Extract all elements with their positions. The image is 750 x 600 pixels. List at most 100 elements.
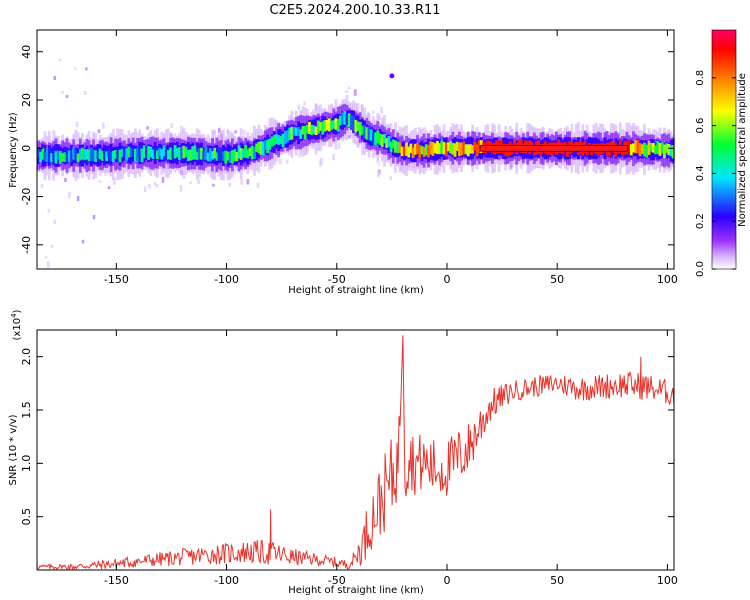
spectrogram-speckle: [377, 163, 381, 166]
spectrogram-cell: [103, 150, 106, 160]
snr-ytick-label: 1.5: [20, 401, 33, 419]
spectrogram-cell: [440, 140, 444, 154]
spectrogram-cell: [464, 144, 468, 155]
spectrogram-cell: [402, 146, 406, 156]
spectrogram-cell: [385, 138, 389, 148]
spectrogram-cell: [301, 126, 305, 135]
spectrogram-ytick-label: 40: [20, 45, 33, 59]
spectrogram-cell: [305, 124, 309, 134]
spectrogram-cell: [129, 148, 133, 157]
spectrogram-cell: [171, 148, 175, 159]
spectrogram-cell: [74, 147, 78, 161]
spectrogram-cell: [231, 150, 234, 164]
snr-xtick-label: -100: [214, 574, 239, 587]
spectrogram-cell: [142, 145, 146, 159]
snr-xlabel: Height of straight line (km): [288, 585, 424, 596]
spectrogram-cell: [279, 135, 283, 145]
spectrogram-ytick-label: -40: [20, 236, 33, 254]
spectrogram-cell: [275, 134, 278, 145]
spectrogram-cell: [319, 122, 322, 131]
spectrogram-speckle: [75, 121, 79, 128]
spectrogram-speckle: [104, 169, 107, 176]
spectrogram-cell: [149, 146, 153, 158]
spectrogram-speckle: [170, 123, 173, 128]
spectrogram-speckle: [348, 134, 351, 139]
spectrogram-speckle: [40, 184, 44, 188]
spectrogram-cell: [186, 149, 190, 162]
spectrogram-cell: [189, 149, 192, 161]
colorbar-tick-label: 0.0: [695, 261, 706, 277]
spectrogram-cell: [409, 143, 413, 154]
spectrogram-cell: [259, 141, 263, 155]
spectrogram-cell: [116, 150, 120, 161]
spectrogram-cell: [420, 146, 424, 155]
snr-xtick-label: -50: [328, 574, 346, 587]
spectrogram-cell: [383, 133, 386, 144]
spectrogram-speckle: [371, 110, 375, 114]
spectrogram-cell: [391, 139, 395, 149]
spectrogram-cell: [39, 151, 42, 163]
spectrogram-cell: [123, 148, 126, 159]
spectrogram-cell: [380, 134, 384, 147]
spectrogram-cell: [424, 144, 428, 156]
spectrogram-cell: [253, 146, 256, 160]
spectrogram-speckle: [64, 177, 67, 182]
snr-multiplier: (x104): [10, 309, 23, 340]
spectrogram-ticks: -150 -100 -50 0 50 100 -40 -20 0 20 40: [20, 30, 678, 286]
spectrogram-cell: [222, 151, 225, 161]
spectrogram-cell: [643, 142, 646, 157]
spectrogram-cell: [411, 147, 415, 158]
spectrogram-cell: [175, 148, 179, 157]
spectrogram-cell: [645, 144, 649, 158]
spectrogram-xtick-label: 50: [550, 273, 564, 286]
spectrogram-cell: [206, 152, 210, 162]
spectrogram-cell: [197, 148, 201, 160]
spectrogram-cell: [471, 145, 474, 154]
spectrogram-cell: [361, 125, 364, 135]
spectrogram-cell: [396, 141, 400, 153]
spectrogram-speckle: [298, 153, 301, 158]
spectrogram-cell: [667, 144, 671, 156]
spectrogram-panel: -150 -100 -50 0 50 100 -40 -20 0 20 40 Height of s…: [8, 29, 678, 296]
spectrogram-xtick-label: 0: [443, 273, 450, 286]
spectrogram-cell: [427, 144, 430, 158]
spectrogram-cell: [164, 150, 168, 161]
spectrogram-cell: [226, 151, 230, 161]
spectrogram-xtick-label: -150: [104, 273, 129, 286]
spectrogram-cell: [204, 146, 208, 160]
snr-xtick-label: 50: [550, 574, 564, 587]
spectrogram-speckle: [303, 101, 306, 106]
spectrogram-cell: [627, 139, 631, 153]
spectrogram-cell: [43, 152, 47, 162]
spectrogram-cell: [160, 149, 164, 160]
spectrogram-cell: [147, 146, 150, 160]
spectrogram-cell: [125, 148, 128, 161]
spectrogram-speckle: [332, 153, 335, 161]
spectrogram-cell: [413, 143, 417, 155]
snr-ticks: -150 -100 -50 0 50 100 0.5 1.0 1.5 2.0: [20, 330, 678, 587]
spectrogram-xtick-label: 100: [657, 273, 678, 286]
spectrogram-cell: [211, 151, 214, 160]
spectrogram-cell: [398, 142, 402, 153]
spectrogram-cell: [458, 142, 461, 157]
spectrogram-cell: [316, 120, 320, 134]
spectrogram-speckle: [354, 89, 357, 96]
spectrogram-cell: [634, 140, 638, 153]
spectrogram-cell: [654, 145, 657, 155]
spectrogram-speckle: [384, 159, 388, 163]
spectrogram-speckle: [246, 179, 250, 185]
spectrogram-speckle: [297, 104, 301, 110]
spectrogram-speckle: [161, 176, 165, 183]
spectrogram-speckle: [85, 67, 88, 71]
spectrogram-cell: [72, 147, 76, 160]
spectrogram-cell: [460, 142, 463, 156]
spectrogram-cell: [475, 144, 479, 157]
snr-ytick-label: 2.0: [20, 348, 33, 366]
spectrogram-isolated-spot: [389, 73, 395, 79]
spectrogram-cell: [246, 149, 250, 159]
spectrogram-cell: [228, 151, 232, 163]
spectrogram-cell: [107, 148, 111, 158]
spectrogram-speckle: [44, 256, 48, 259]
spectrogram-speckle: [197, 178, 200, 185]
